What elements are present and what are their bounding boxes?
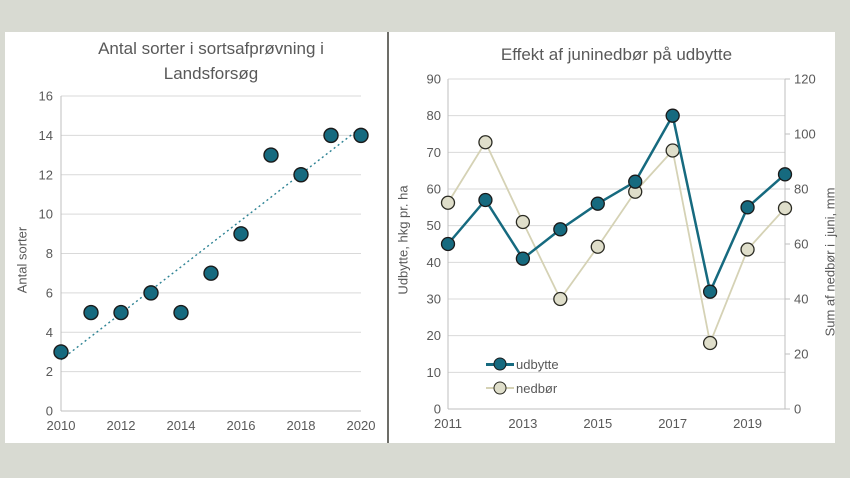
udbytte-data-point	[590, 196, 605, 211]
data-point	[353, 127, 369, 144]
right-y-tick-label: 60	[794, 237, 808, 252]
udbytte-data-point	[628, 174, 643, 189]
y-tick-label: 4	[46, 325, 53, 340]
x-tick-label: 2016	[227, 418, 256, 433]
right-y-tick-label: 20	[794, 347, 808, 362]
left-y-tick-label: 30	[427, 292, 441, 307]
left-y-tick-label: 80	[427, 108, 441, 123]
x-tick-label: 2010	[47, 418, 76, 433]
nedbør-data-point	[553, 291, 568, 307]
left-chart-title-line2: Landsforsøg	[163, 63, 259, 83]
x-tick-label: 2017	[658, 416, 687, 431]
x-tick-label: 2012	[107, 418, 136, 433]
x-tick-label: 2020	[347, 418, 376, 433]
left-y-tick-label: 40	[427, 255, 441, 270]
data-point	[323, 127, 339, 144]
nedbør-data-point	[740, 242, 755, 257]
udbytte-data-point	[777, 167, 793, 182]
udbytte-data-point	[702, 284, 718, 299]
left-chart-plot-area: 0 2 4 6 8 10 12 14 16 2010 2012 2014 2016 2018 2020	[39, 89, 376, 434]
udbytte-data-point	[515, 251, 531, 266]
left-y-tick-label: 10	[427, 365, 441, 380]
left-y-tick-label: 90	[427, 72, 441, 87]
right-chart-plot-area: 0 10 20 30 40 50 60 70 80 90 0 20 40 60 80 100 120 2011 20…	[427, 72, 816, 432]
y-tick-label: 0	[46, 404, 53, 419]
x-tick-label: 2015	[583, 416, 612, 431]
right-chart-panel: Effekt af juninedbør på udbytte Udbytte,…	[389, 32, 838, 443]
left-chart-panel: Antal sorter i sortsafprøvning i Landsfo…	[5, 32, 387, 443]
nedbør-data-point	[440, 195, 456, 210]
nedbør-data-point	[590, 239, 605, 254]
y-tick-label: 6	[46, 285, 53, 300]
data-point	[263, 147, 279, 163]
x-tick-label: 2019	[733, 416, 762, 431]
udbytte-data-point	[665, 108, 680, 123]
y-tick-label: 2	[46, 364, 53, 379]
right-y-tick-label: 80	[794, 182, 808, 197]
right-y-tick-label: 40	[794, 292, 808, 307]
left-y-tick-label: 50	[427, 218, 441, 233]
legend-item-nedbor: nedbør	[486, 376, 559, 400]
x-tick-label: 2011	[434, 416, 462, 431]
data-point	[113, 304, 129, 321]
data-point	[293, 167, 309, 183]
data-point	[203, 265, 219, 281]
udbytte-legend-marker-icon	[486, 357, 514, 371]
udbytte-data-point	[440, 236, 456, 252]
left-y-tick-label: 20	[427, 328, 441, 343]
udbytte-line	[447, 112, 786, 296]
nedbor-legend-marker-icon	[486, 381, 514, 395]
right-y-tick-label: 100	[794, 127, 816, 142]
data-point	[143, 285, 159, 301]
nedbør-data-point	[478, 135, 493, 150]
nedbør-line	[447, 140, 786, 347]
data-point	[173, 304, 189, 321]
y-tick-label: 16	[39, 89, 53, 104]
y-tick-label: 8	[46, 246, 53, 261]
nedbør-data-point	[777, 201, 793, 216]
nedbør-data-point	[665, 143, 680, 158]
udbytte-data-point	[478, 192, 493, 208]
x-tick-label: 2013	[508, 416, 537, 431]
udbytte-data-point	[740, 200, 755, 215]
udbytte-data-point	[553, 222, 568, 237]
y-tick-label: 14	[39, 128, 53, 143]
nedbør-data-point	[515, 214, 531, 230]
y-tick-label: 12	[39, 167, 53, 182]
legend-item-udbytte: udbytte	[486, 352, 559, 376]
panel-divider-line	[387, 32, 389, 443]
left-y-tick-label: 60	[427, 182, 441, 197]
legend-label-nedbor: nedbør	[516, 380, 558, 396]
right-y-tick-label: 0	[794, 402, 801, 417]
data-point	[233, 226, 249, 242]
nedbør-data-point	[702, 335, 718, 351]
x-tick-label: 2018	[287, 418, 316, 433]
trendline	[60, 126, 362, 361]
data-point	[83, 304, 99, 321]
chart-legend: udbytte nedbør	[486, 352, 559, 400]
left-y-tick-label: 70	[427, 145, 441, 160]
left-chart-title-line1: Antal sorter i sortsafprøvning i	[98, 39, 324, 58]
x-tick-label: 2014	[167, 418, 196, 433]
legend-label-udbytte: udbytte	[516, 356, 559, 372]
left-y-tick-label: 0	[434, 402, 441, 417]
right-y-tick-label: 120	[794, 72, 816, 87]
right-chart-title: Effekt af juninedbør på udbytte	[500, 45, 733, 64]
left-chart-title: Antal sorter i sortsafprøvning i Landsfo…	[51, 37, 371, 86]
data-point	[53, 344, 69, 360]
y-tick-label: 10	[39, 207, 53, 222]
